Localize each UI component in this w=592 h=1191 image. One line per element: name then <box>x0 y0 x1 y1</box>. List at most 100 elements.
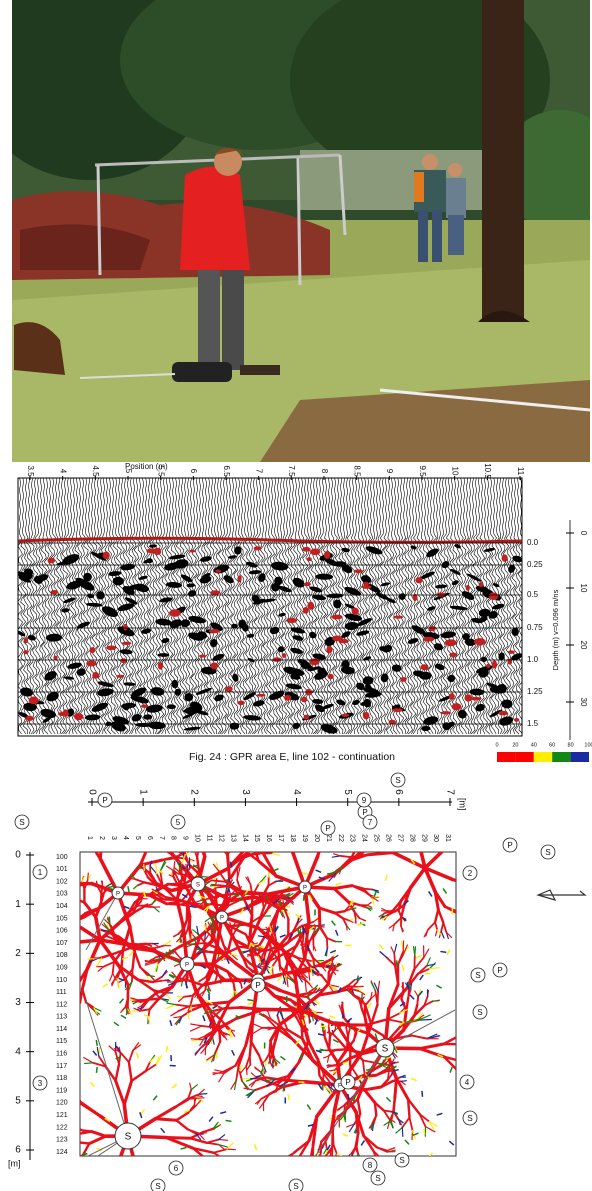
feature-line <box>149 1056 156 1063</box>
feature-line <box>377 1161 384 1166</box>
feature-line <box>178 996 185 1003</box>
feature-line <box>271 1039 277 1053</box>
column-label: 28 <box>408 834 415 842</box>
feature-line <box>18 926 36 929</box>
feature-line <box>83 1062 94 1065</box>
feature-line <box>77 800 81 810</box>
feature-line <box>371 888 379 892</box>
feature-line <box>245 829 252 832</box>
trace <box>196 478 204 735</box>
trace <box>145 478 152 735</box>
feature-line <box>304 793 307 807</box>
feature-line <box>2 917 9 920</box>
feature-line <box>80 916 85 921</box>
feature-node <box>298 880 312 894</box>
reflection-red <box>362 711 370 720</box>
feature-line <box>311 1001 317 1006</box>
depth-tick-label: 1.5 <box>527 719 539 728</box>
reflection <box>180 574 193 583</box>
x-tick-label: 7.5 <box>287 465 296 477</box>
feature-dash <box>423 1128 426 1135</box>
feature-line <box>312 1163 313 1176</box>
feature-line <box>196 814 199 824</box>
reflection <box>380 673 389 683</box>
feature-line <box>251 1022 263 1029</box>
y-tick-label: 5 <box>15 1095 21 1106</box>
feature-line <box>71 1011 77 1014</box>
reflection-red <box>140 704 149 709</box>
row-label: 110 <box>56 977 67 984</box>
feature-line <box>295 1016 303 1028</box>
reflection <box>138 575 148 580</box>
feature-line <box>418 816 421 823</box>
feature-dash <box>307 1123 314 1127</box>
feature-line <box>93 1185 96 1190</box>
column-label: 10 <box>194 834 201 842</box>
feature-line <box>233 821 235 829</box>
feature-line <box>501 877 507 882</box>
column-label: 25 <box>373 834 380 842</box>
feature-line <box>274 926 279 934</box>
marker-circle <box>170 814 186 830</box>
trace <box>79 478 87 735</box>
feature-line <box>401 1126 404 1138</box>
feature-line <box>177 852 185 857</box>
feature-line <box>127 1049 134 1064</box>
feature-dash <box>451 908 454 915</box>
feature-line <box>40 919 45 921</box>
feature-line <box>247 921 260 946</box>
feature-line <box>331 855 341 858</box>
feature-line <box>105 935 117 941</box>
feature-line <box>350 907 357 910</box>
feature-line <box>265 902 275 912</box>
feature-line <box>56 808 62 812</box>
feature-line <box>306 1176 311 1184</box>
feature-line <box>255 947 267 956</box>
x-tick-label: 9 <box>385 469 394 474</box>
reflection <box>101 606 118 618</box>
feature-line <box>379 1078 390 1089</box>
feature-line <box>239 824 243 829</box>
reflection <box>119 649 133 655</box>
feature-line <box>101 929 111 933</box>
reflection-red <box>306 557 312 562</box>
feature-line <box>244 852 260 863</box>
reflection <box>117 626 135 637</box>
figure-caption: Fig. 24 : GPR area E, line 102 - continu… <box>189 751 395 763</box>
feature-line <box>370 991 373 1000</box>
depth-tick-label: 0.25 <box>527 560 543 569</box>
trace <box>346 478 354 735</box>
feature-line <box>210 879 227 883</box>
trace <box>427 478 435 735</box>
feature-dash <box>90 1081 95 1088</box>
feature-line <box>471 886 485 892</box>
x-tick-label: 7 <box>444 789 455 795</box>
marker-label: S <box>155 1182 160 1191</box>
feature-line <box>81 809 84 833</box>
feature-line <box>264 936 277 946</box>
row-label: 123 <box>56 1137 68 1144</box>
feature-line <box>385 956 397 967</box>
feature-line <box>246 1064 251 1071</box>
reflection <box>508 564 516 573</box>
reflection <box>278 612 286 617</box>
feature-line <box>384 1067 393 1071</box>
feature-dash <box>311 1009 318 1015</box>
feature-line <box>217 869 227 883</box>
legend-tick-label: 40 <box>531 742 537 748</box>
marker-circle <box>97 792 113 808</box>
feature-line <box>332 800 335 809</box>
feature-line <box>163 940 172 947</box>
feature-line <box>226 937 233 954</box>
feature-line <box>436 929 442 936</box>
column-label: 3 <box>110 836 117 840</box>
feature-dash <box>317 1083 323 1090</box>
reflection <box>360 701 369 706</box>
feature-line <box>328 871 338 882</box>
y-tick-label: 0 <box>15 850 21 861</box>
reflection <box>91 702 109 712</box>
feature-line <box>136 978 155 984</box>
feature-line <box>81 880 86 891</box>
column-label: 19 <box>301 834 308 842</box>
